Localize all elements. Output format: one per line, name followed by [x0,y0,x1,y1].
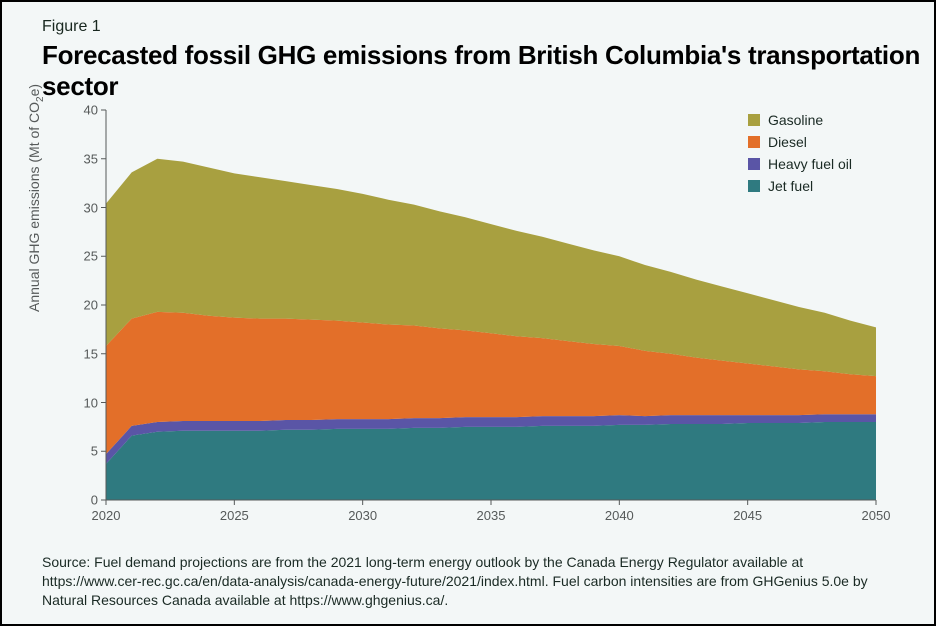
legend-item-diesel: Diesel [748,134,852,150]
y-tick-label: 5 [91,444,106,459]
y-tick-label: 25 [84,249,106,264]
legend-swatch [748,158,760,170]
x-tick-label: 2020 [92,500,121,523]
x-tick-label: 2050 [862,500,891,523]
x-tick-label: 2025 [220,500,249,523]
plot-area: GasolineDieselHeavy fuel oilJet fuel 051… [106,110,876,500]
legend-swatch [748,180,760,192]
y-tick-label: 20 [84,298,106,313]
plot-wrap: Annual GHG emissions (Mt of CO2e) Gasoli… [42,92,898,532]
legend-label: Gasoline [768,112,823,128]
legend-item-jet-fuel: Jet fuel [748,178,852,194]
x-tick-label: 2045 [733,500,762,523]
x-tick-label: 2030 [348,500,377,523]
y-tick-label: 10 [84,395,106,410]
x-tick-label: 2040 [605,500,634,523]
legend-label: Diesel [768,134,807,150]
legend-label: Heavy fuel oil [768,156,852,172]
legend-label: Jet fuel [768,178,813,194]
legend-item-gasoline: Gasoline [748,112,852,128]
y-tick-label: 40 [84,103,106,118]
x-tick-label: 2035 [477,500,506,523]
area-jet-fuel [106,422,876,500]
figure-container: Figure 1 Forecasted fossil GHG emissions… [0,0,936,626]
legend: Gasoline Diesel Heavy fuel oil Jet fuel [748,112,852,200]
legend-swatch [748,114,760,126]
legend-item-heavy-fuel-oil: Heavy fuel oil [748,156,852,172]
legend-swatch [748,136,760,148]
figure-label: Figure 1 [42,18,101,36]
y-axis-label: Annual GHG emissions (Mt of CO2e) [26,84,46,312]
y-tick-label: 35 [84,151,106,166]
source-text: Source: Fuel demand projections are from… [42,553,894,610]
y-tick-label: 30 [84,200,106,215]
y-tick-label: 15 [84,346,106,361]
